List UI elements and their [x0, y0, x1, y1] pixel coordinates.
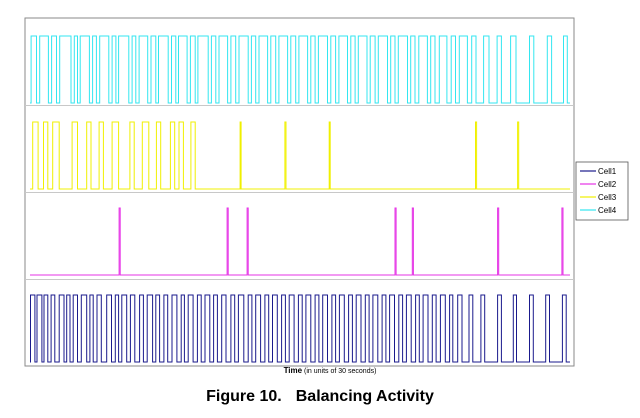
series-trace-cell4 [30, 35, 570, 104]
legend-label-cell2: Cell2 [598, 180, 617, 189]
series-trace-cell1 [30, 294, 570, 363]
legend-label-cell4: Cell4 [598, 206, 617, 215]
traces-group [30, 35, 570, 363]
x-axis-title: Time (in units of 30 seconds) [230, 366, 430, 375]
series-trace-cell3 [30, 121, 570, 190]
series-trace-cell2 [30, 207, 570, 276]
figure-caption: Figure 10. Balancing Activity [0, 388, 640, 406]
figure-title: Balancing Activity [295, 388, 434, 405]
legend: Cell1 Cell2 Cell3 Cell4 [575, 161, 629, 221]
figure-number: Figure 10. [206, 388, 282, 405]
legend-label-cell1: Cell1 [598, 167, 617, 176]
x-axis-label: Time [283, 366, 303, 375]
legend-label-cell3: Cell3 [598, 193, 617, 202]
x-axis-unit-note: (in units of 30 seconds) [304, 368, 377, 375]
